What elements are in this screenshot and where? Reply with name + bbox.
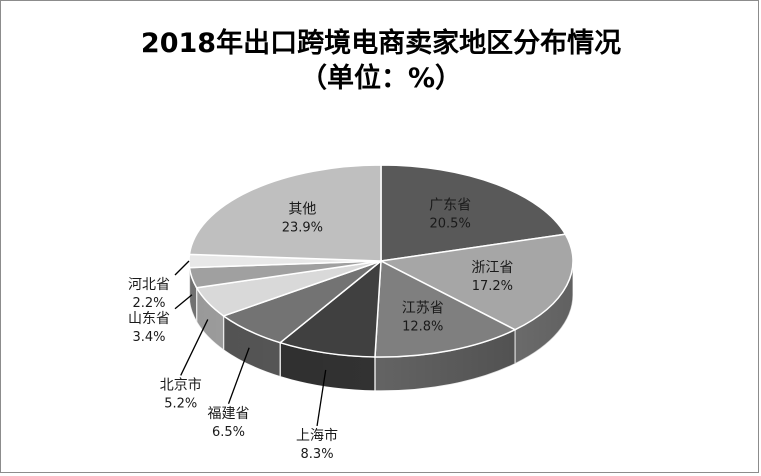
slice-7-value: 3.4%: [132, 330, 165, 345]
slice-6-label: 北京市: [160, 376, 202, 393]
slice-6-value: 5.2%: [164, 396, 197, 411]
slice-5-value: 6.5%: [212, 425, 245, 440]
slice-1-label: 广东省: [429, 197, 471, 213]
slice-8-value: 2.2%: [132, 296, 165, 311]
slice-8-label: 河北省: [128, 277, 170, 293]
slice-3-label: 江苏省: [402, 300, 444, 316]
slice-4-value: 8.3%: [301, 447, 334, 462]
slice-2-label: 浙江省: [471, 260, 513, 276]
slice-6-leader: [181, 319, 208, 375]
slice-1-value: 20.5%: [430, 216, 471, 231]
slice-9-top: [189, 165, 381, 261]
slice-8-leader: [175, 261, 189, 275]
chart-subtitle: （单位：%）: [300, 62, 462, 94]
slice-3-value: 12.8%: [402, 319, 443, 334]
slice-7-label: 山东省: [128, 311, 170, 327]
pie-top: [189, 165, 573, 357]
chart-title: 2018年出口跨境电商卖家地区分布情况: [141, 27, 621, 59]
slice-4-label: 上海市: [296, 427, 338, 444]
slice-5-label: 福建省: [208, 406, 250, 422]
slice-2-value: 17.2%: [472, 279, 513, 294]
slice-9-label: 其他: [288, 201, 316, 217]
slice-9-value: 23.9%: [282, 220, 323, 235]
